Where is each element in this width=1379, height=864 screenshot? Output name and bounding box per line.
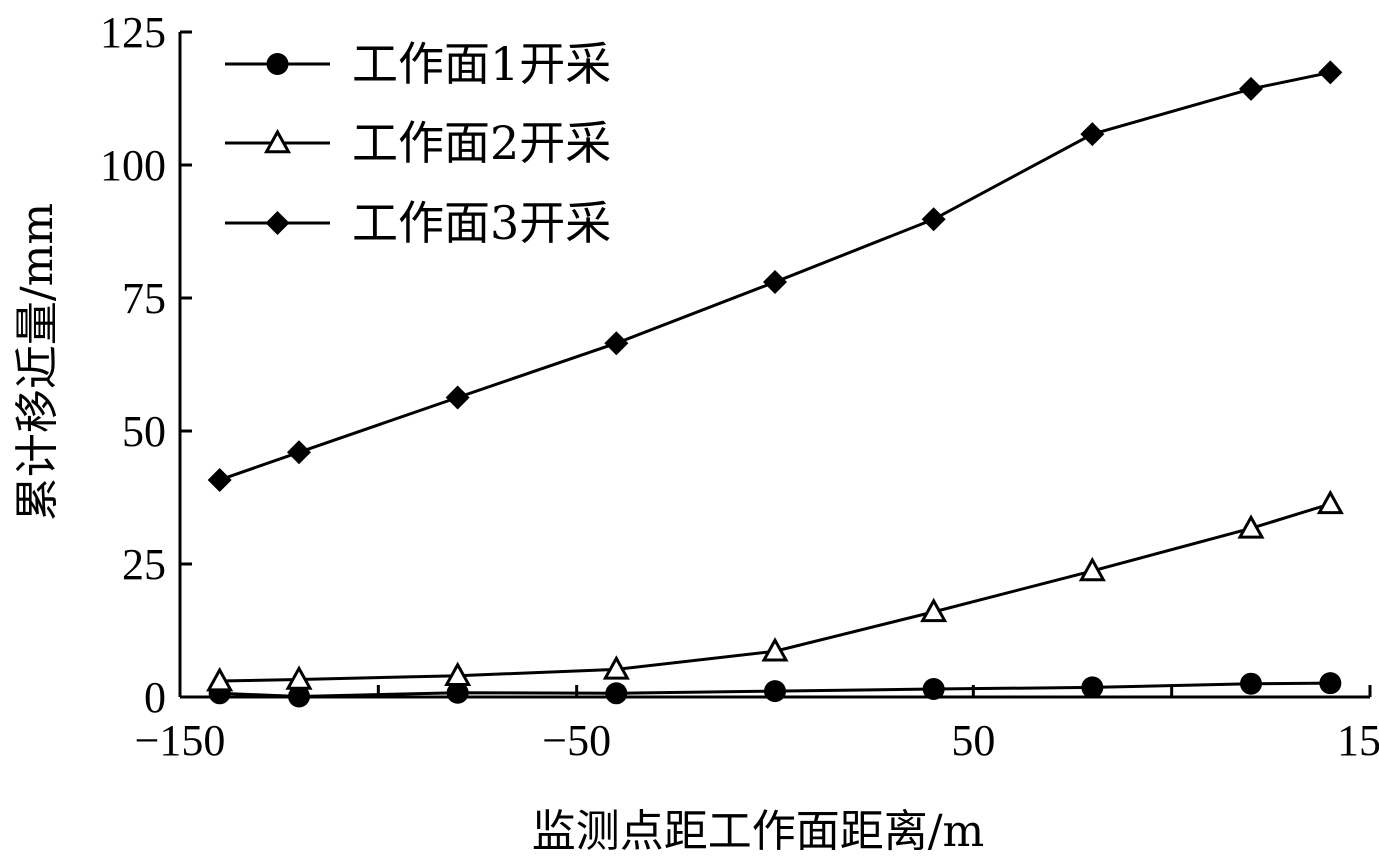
y-tick-label: 100 <box>100 141 166 190</box>
data-point <box>444 661 472 687</box>
data-point <box>1239 76 1263 101</box>
x-tick-label: −50 <box>542 716 611 765</box>
data-point <box>764 680 786 703</box>
data-point <box>1080 122 1105 147</box>
x-tick-label: 50 <box>951 716 995 765</box>
legend-marker <box>265 211 290 235</box>
series-2 <box>206 489 1344 692</box>
data-point <box>288 685 310 708</box>
data-point <box>1237 514 1265 539</box>
data-point <box>1318 60 1343 85</box>
legend-label: 工作面2开采 <box>352 116 611 170</box>
data-point <box>1078 556 1106 582</box>
data-point <box>605 682 628 705</box>
x-tick-label: 150 <box>1337 716 1379 765</box>
data-point <box>446 681 469 704</box>
legend-marker <box>266 53 289 75</box>
y-tick-label: 0 <box>144 673 166 722</box>
ticks: 0 25 50 75 100 125 −150 −50 50 150 <box>100 8 1379 765</box>
data-point <box>287 440 311 465</box>
y-tick-label: 125 <box>100 8 166 57</box>
data-point <box>1240 672 1262 695</box>
data-point <box>1319 672 1342 695</box>
data-point <box>207 467 232 492</box>
data-point <box>604 331 629 356</box>
series-1 <box>208 672 1342 708</box>
legend-label: 工作面3开采 <box>352 196 611 250</box>
x-axis-title: 监测点距工作面距离/m <box>532 806 985 857</box>
data-point <box>921 207 946 232</box>
x-tick-label: −150 <box>135 716 226 765</box>
data-point <box>206 666 234 692</box>
data-point <box>602 655 630 680</box>
data-point <box>285 665 313 690</box>
data-point <box>922 678 945 701</box>
data-point <box>1081 676 1104 699</box>
legend-item-2: 工作面2开采 <box>225 116 611 170</box>
y-axis-title: 累计移近量/mm <box>12 203 63 521</box>
legend-marker <box>263 128 292 154</box>
legend-label: 工作面1开采 <box>352 37 611 91</box>
data-point <box>445 385 470 410</box>
data-point <box>1316 489 1344 515</box>
data-point <box>763 270 787 295</box>
data-point <box>920 597 948 623</box>
series-3 <box>207 60 1343 492</box>
data-point <box>761 637 789 662</box>
y-tick-label: 25 <box>122 540 166 589</box>
y-tick-label: 50 <box>122 407 166 456</box>
legend-item-3: 工作面3开采 <box>225 196 611 250</box>
legend-item-1: 工作面1开采 <box>225 37 611 91</box>
series-group <box>206 60 1344 708</box>
y-tick-label: 75 <box>122 274 166 323</box>
